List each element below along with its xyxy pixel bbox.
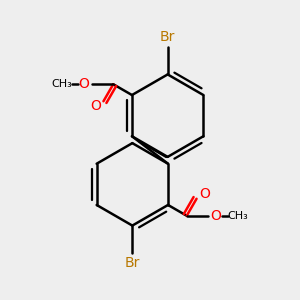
Text: O: O [90, 99, 101, 113]
Text: O: O [199, 187, 210, 201]
Text: Br: Br [124, 256, 140, 270]
Text: O: O [211, 209, 222, 223]
Text: O: O [78, 77, 89, 91]
Text: CH₃: CH₃ [227, 211, 248, 221]
Text: CH₃: CH₃ [52, 79, 73, 89]
Text: Br: Br [160, 30, 176, 44]
